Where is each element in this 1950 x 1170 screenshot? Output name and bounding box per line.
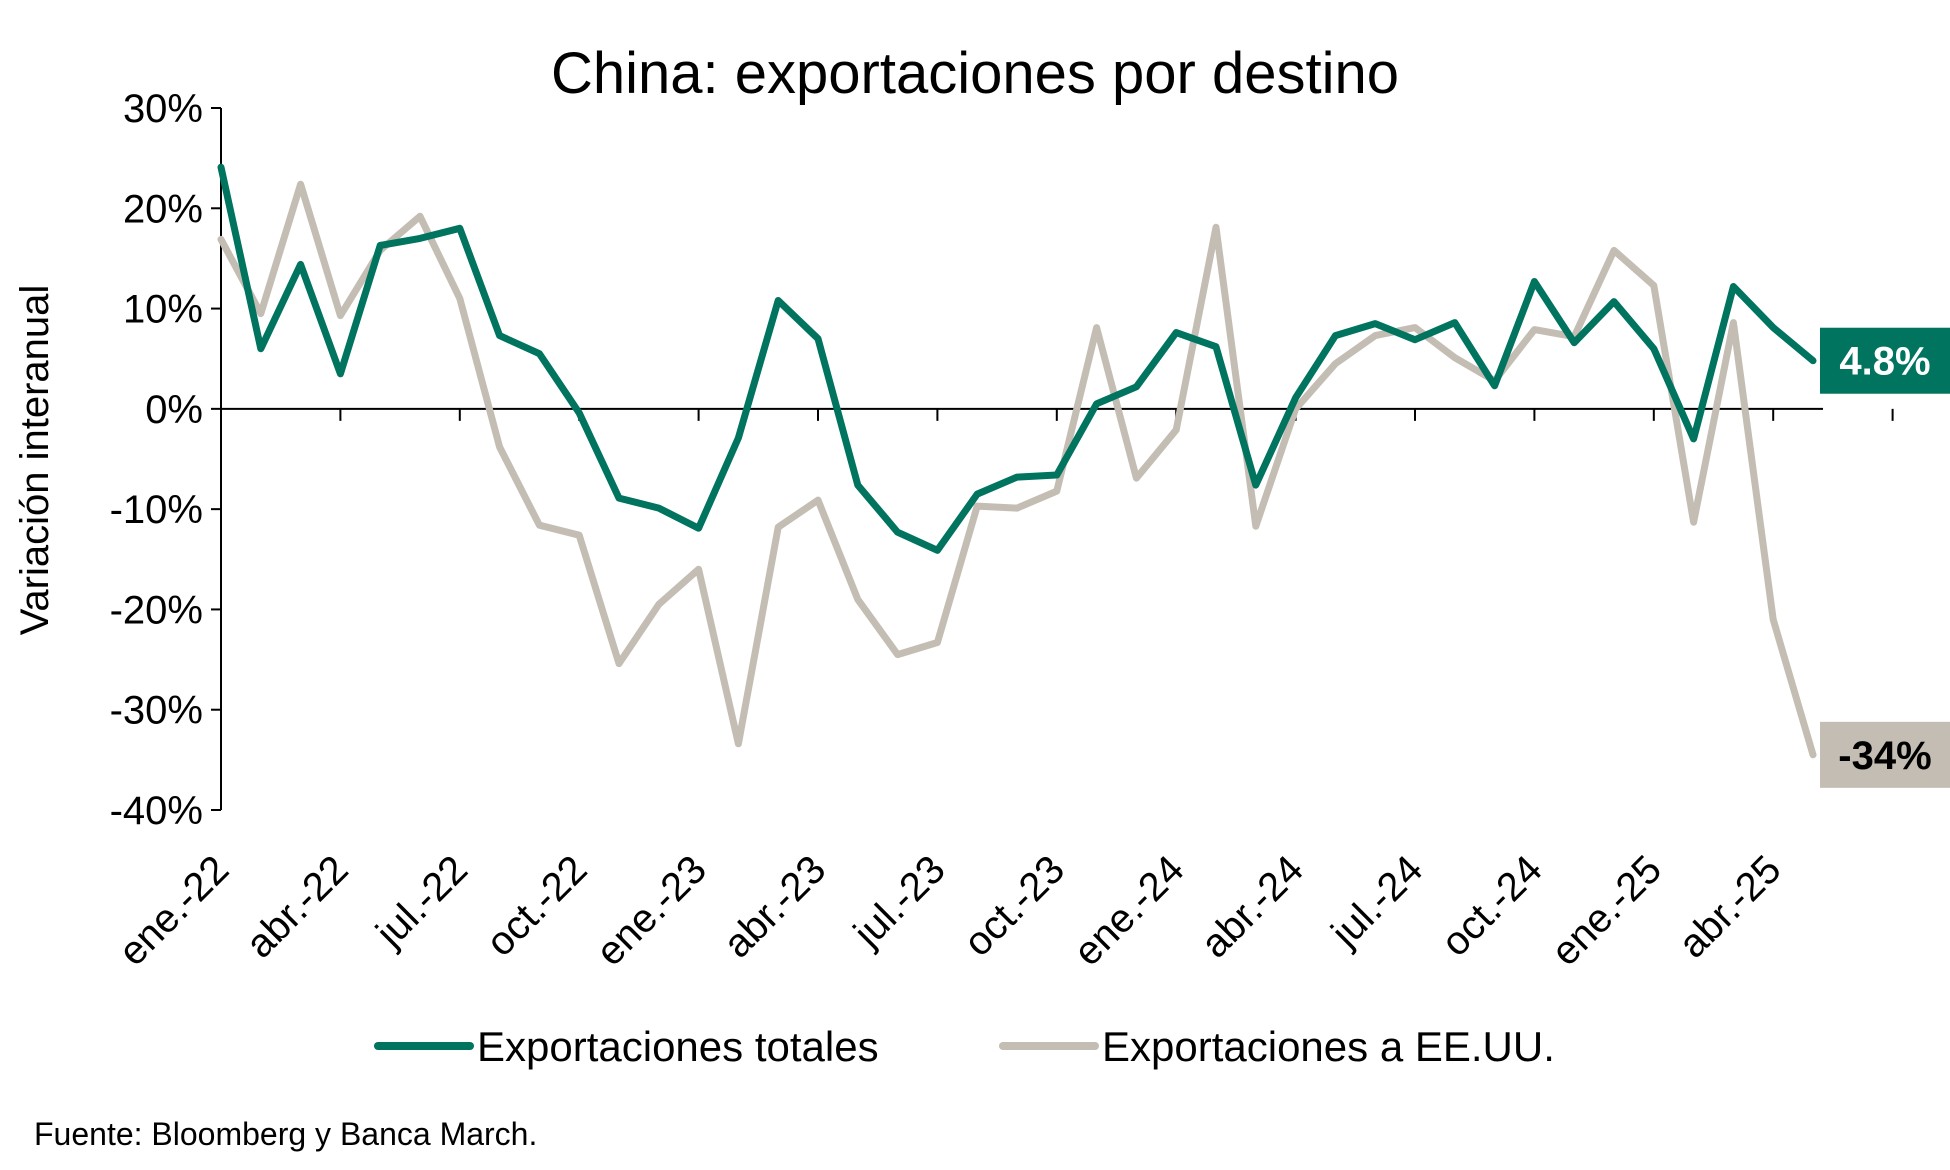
y-axis-label: Variación interanual: [13, 285, 57, 636]
chart-title: China: exportaciones por destino: [551, 41, 1399, 106]
x-tick-label: jul.-22: [367, 847, 476, 956]
axes: [220, 108, 1823, 810]
x-tick-label: abr.-24: [1193, 847, 1312, 966]
x-tick-label: abr.-23: [715, 847, 834, 966]
y-tick-label: -20%: [110, 588, 203, 632]
y-tick-label: 10%: [123, 288, 203, 332]
x-tick-label: ene.-22: [110, 847, 237, 974]
callout-box: [1820, 327, 1950, 394]
x-tick-label: oct.-22: [478, 847, 596, 965]
x-tick-label: ene.-25: [1543, 847, 1670, 974]
y-tick-label: -30%: [110, 689, 203, 733]
x-tick-label: jul.-24: [1323, 847, 1432, 956]
y-tick-label: 0%: [145, 388, 203, 432]
source-note: Fuente: Bloomberg y Banca March.: [34, 1116, 537, 1152]
y-axis: 30% 20% 10% 0% -10% -20% -30% -40%: [110, 87, 221, 833]
callout-label: -34%: [1838, 734, 1931, 778]
end-value-callouts: 4.8% -34%: [1820, 327, 1950, 788]
x-tick-label: oct.-24: [1433, 847, 1551, 965]
x-tick-label: abr.-25: [1670, 847, 1789, 966]
legend-entry: Exportaciones a EE.UU.: [1102, 1023, 1555, 1070]
series-line: [217, 180, 1817, 759]
y-tick-label: -10%: [110, 488, 203, 532]
y-tick-label: 20%: [123, 187, 203, 231]
legend: Exportaciones totales Exportaciones a EE.…: [374, 1023, 1555, 1070]
y-tick-label: 30%: [123, 87, 203, 131]
x-tick-label: jul.-23: [845, 847, 954, 956]
x-tick-label: ene.-24: [1066, 847, 1193, 974]
plot-area: [217, 163, 1817, 759]
x-tick-label: abr.-22: [238, 847, 357, 966]
x-tick-label: ene.-23: [588, 847, 715, 974]
y-tick-label: -40%: [110, 789, 203, 833]
callout-box: [1820, 721, 1950, 788]
x-tick-label: oct.-23: [956, 847, 1074, 965]
legend-entry: Exportaciones totales: [477, 1023, 879, 1070]
series-line: [217, 163, 1817, 554]
callout-label: 4.8%: [1839, 340, 1930, 384]
